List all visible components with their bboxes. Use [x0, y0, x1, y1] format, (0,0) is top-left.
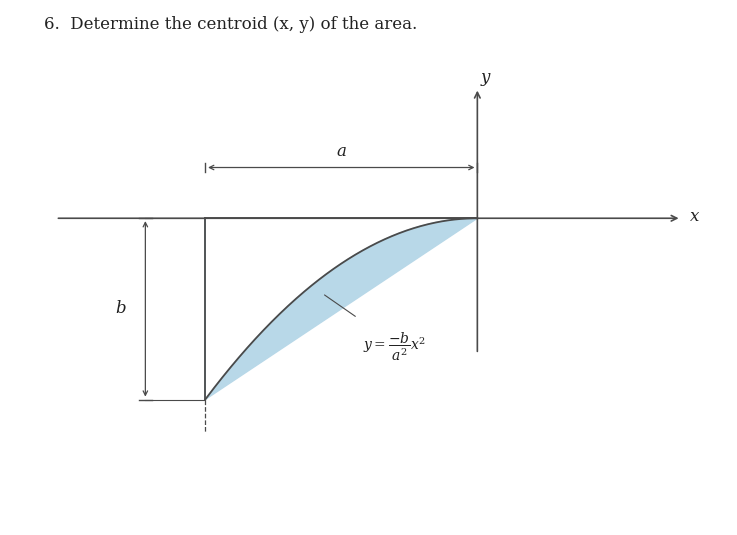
Text: a: a	[336, 143, 346, 160]
Polygon shape	[205, 218, 478, 400]
Text: 6.  Determine the centroid (x, y) of the area.: 6. Determine the centroid (x, y) of the …	[44, 16, 417, 33]
Text: y: y	[481, 69, 490, 86]
Text: b: b	[116, 300, 126, 317]
Text: $y = \dfrac{-b}{a^2}x^2$: $y = \dfrac{-b}{a^2}x^2$	[363, 331, 426, 363]
Text: x: x	[690, 208, 699, 225]
